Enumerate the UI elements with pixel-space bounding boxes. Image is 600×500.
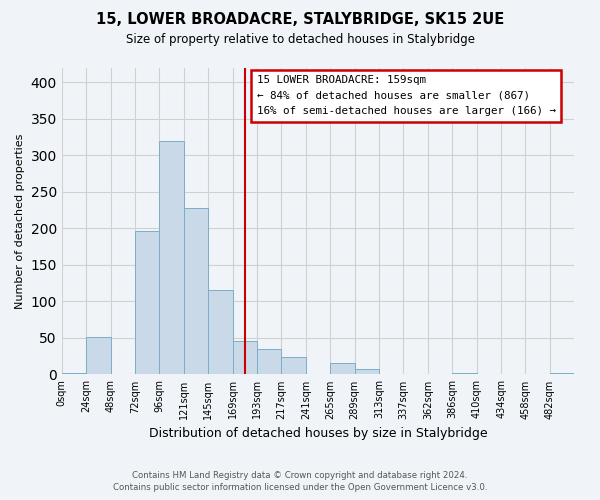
Bar <box>208 290 233 374</box>
Bar <box>62 373 86 374</box>
Bar <box>281 357 306 374</box>
Bar <box>135 231 160 374</box>
X-axis label: Distribution of detached houses by size in Stalybridge: Distribution of detached houses by size … <box>149 427 487 440</box>
Bar <box>86 337 110 374</box>
Bar <box>330 364 355 374</box>
Text: Contains HM Land Registry data © Crown copyright and database right 2024.
Contai: Contains HM Land Registry data © Crown c… <box>113 471 487 492</box>
Bar <box>233 341 257 374</box>
Y-axis label: Number of detached properties: Number of detached properties <box>15 134 25 308</box>
Bar <box>257 349 281 374</box>
Text: Size of property relative to detached houses in Stalybridge: Size of property relative to detached ho… <box>125 32 475 46</box>
Bar <box>160 140 184 374</box>
Text: 15, LOWER BROADACRE, STALYBRIDGE, SK15 2UE: 15, LOWER BROADACRE, STALYBRIDGE, SK15 2… <box>96 12 504 28</box>
Bar <box>355 370 379 374</box>
Bar <box>550 373 574 374</box>
Bar <box>184 208 208 374</box>
Text: 15 LOWER BROADACRE: 159sqm
← 84% of detached houses are smaller (867)
16% of sem: 15 LOWER BROADACRE: 159sqm ← 84% of deta… <box>257 75 556 116</box>
Bar <box>452 373 476 374</box>
